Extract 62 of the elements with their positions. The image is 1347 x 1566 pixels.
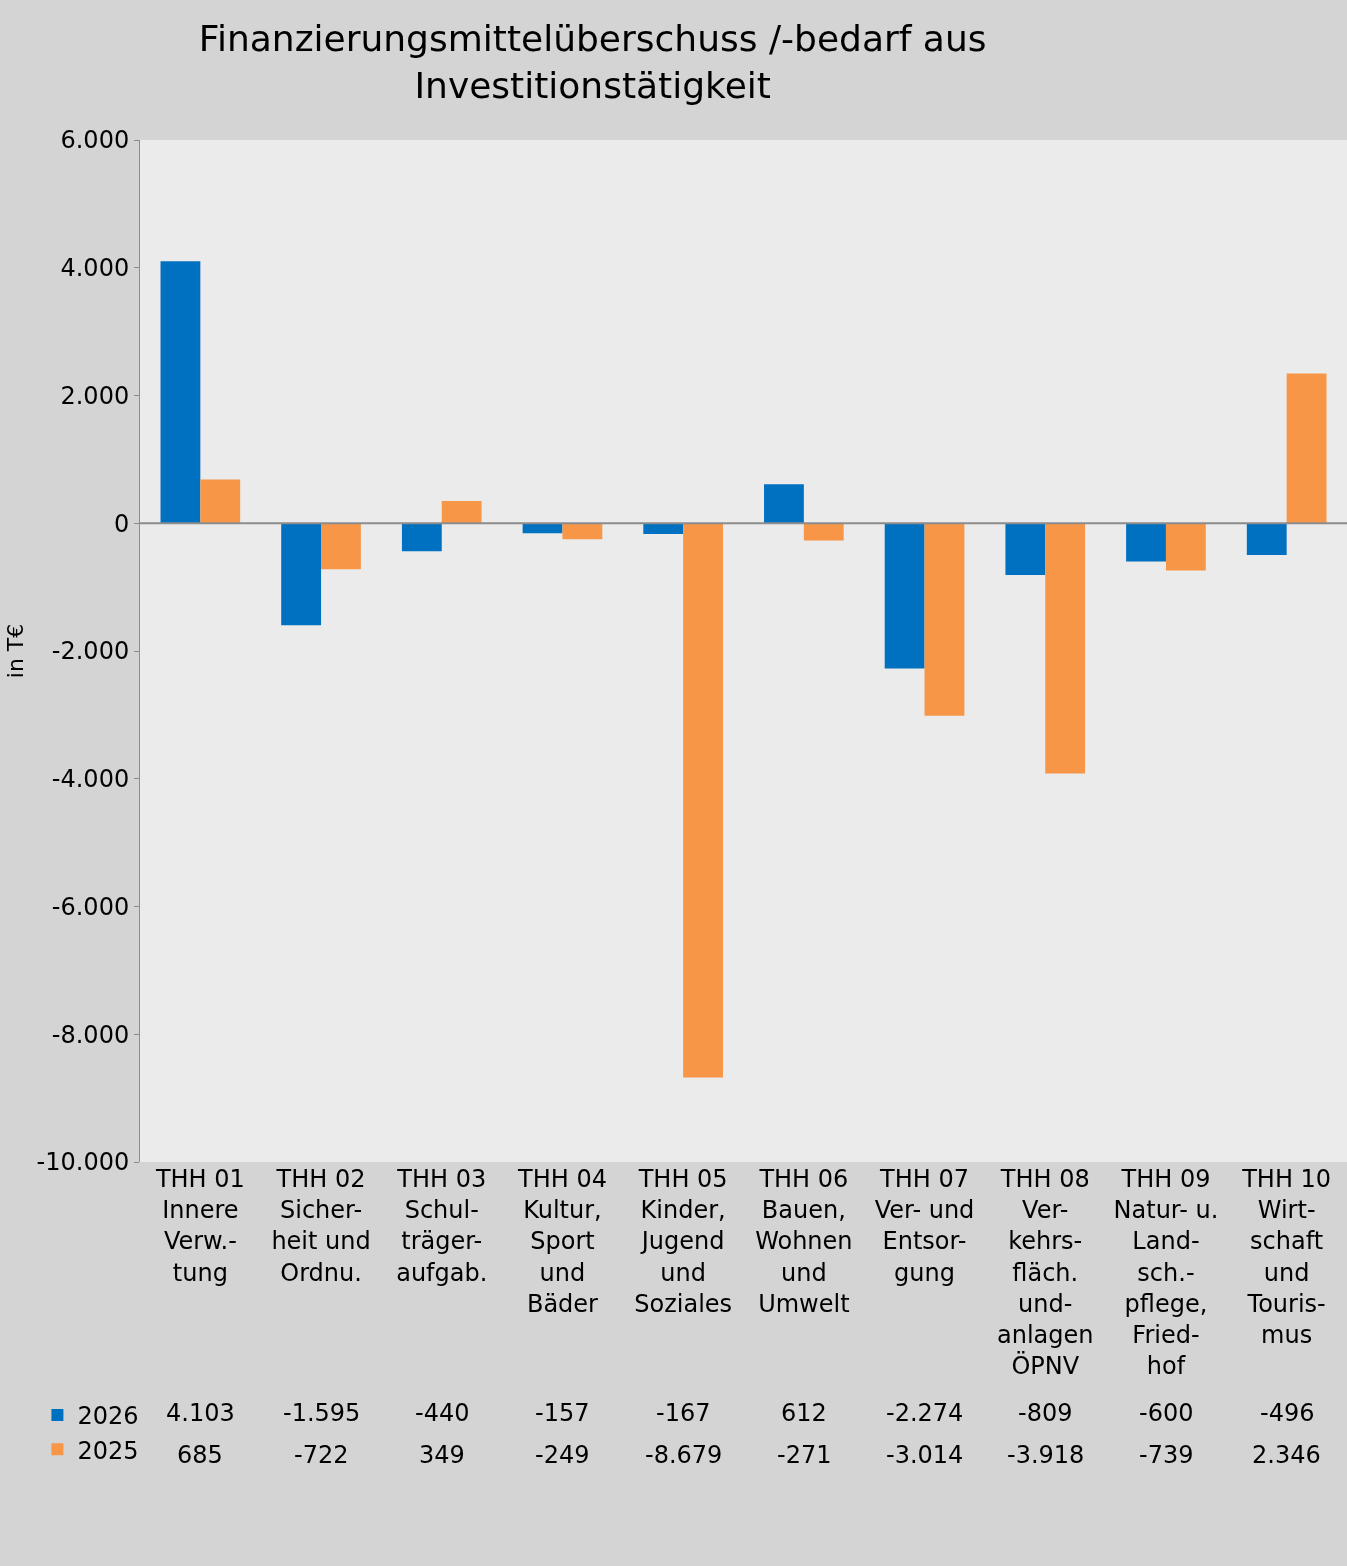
x-tick-label: THH 03 Schul- träger- aufgab. [396,1165,488,1287]
x-tick-label: THH 06 Bauen, Wohnen und Umwelt [755,1165,853,1318]
x-tick-label: THH 08 Ver- kehrs- fläch. und- anlagen ÖPNV [996,1165,1094,1381]
y-tick-label: -6.000 [51,892,130,921]
bar [643,523,684,534]
data-label: 4.103 [166,1399,235,1427]
y-tick-label: -4.000 [51,765,130,794]
x-tick-label: THH 05 Kinder, Jugend und Soziales [634,1165,733,1318]
data-label: -722 [294,1441,349,1469]
y-tick-label: -10.000 [36,1148,130,1177]
data-label: -249 [535,1441,590,1469]
bar [200,479,241,524]
bar [1005,523,1046,575]
bar [562,523,603,540]
data-label: -2.274 [886,1399,964,1427]
data-label: -440 [415,1399,470,1427]
bar [1246,523,1287,555]
data-label: 612 [781,1399,827,1427]
data-label: -167 [656,1399,711,1427]
y-tick-label: 6.000 [60,126,130,155]
y-tick-label: 2.000 [60,381,130,410]
bar [1045,523,1086,774]
bar [1126,523,1166,562]
y-tick-label: -2.000 [51,637,130,666]
data-label: -809 [1018,1399,1073,1427]
x-tick-label: THH 04 Kultur, Sport und Bäder [516,1165,607,1318]
bar [884,523,925,669]
bar [281,523,322,626]
data-label: -600 [1139,1399,1194,1427]
data-label: -739 [1139,1441,1194,1469]
bar [321,523,361,570]
bar [924,523,965,716]
bar [764,484,804,524]
x-tick-label: THH 01 Innere Verw.- tung [154,1165,245,1287]
y-tick-label: 0 [113,509,130,538]
bar [1286,373,1327,524]
x-tick-label: THH 02 Sicher- heit und Ordnu. [271,1165,371,1287]
bar [160,261,201,524]
data-label: -1.595 [283,1399,361,1427]
x-tick-label: THH 07 Ver- und Entsor- gung [874,1165,975,1287]
bar [1165,523,1206,571]
data-label: 349 [419,1441,465,1469]
data-label: 685 [177,1441,223,1469]
bar [803,523,844,541]
data-label: -3.014 [886,1441,964,1469]
legend-label: 2026 [77,1402,139,1431]
data-label: -8.679 [645,1441,723,1469]
y-axis-title: in T€ [3,623,29,679]
data-label: -496 [1260,1399,1315,1427]
data-label: -157 [535,1399,590,1427]
data-label: -271 [777,1441,832,1469]
data-label: 2.346 [1252,1441,1321,1469]
bar [441,500,482,524]
y-tick-label: 4.000 [60,254,130,283]
bar [401,523,442,552]
legend-label: 2025 [77,1436,139,1465]
x-tick-label: THH 09 Natur- u. Land- sch.- pflege, Fried- hof [1113,1165,1219,1381]
y-tick-label: -8.000 [51,1020,130,1049]
x-tick-label: THH 10 Wirt- schaft und Touris- mus [1241,1165,1332,1349]
data-label: -3.918 [1007,1441,1085,1469]
chart-title: Finanzierungsmittelüberschuss /-bedarf aus Investitionstätigkeit [198,18,987,106]
bar [683,523,723,1078]
